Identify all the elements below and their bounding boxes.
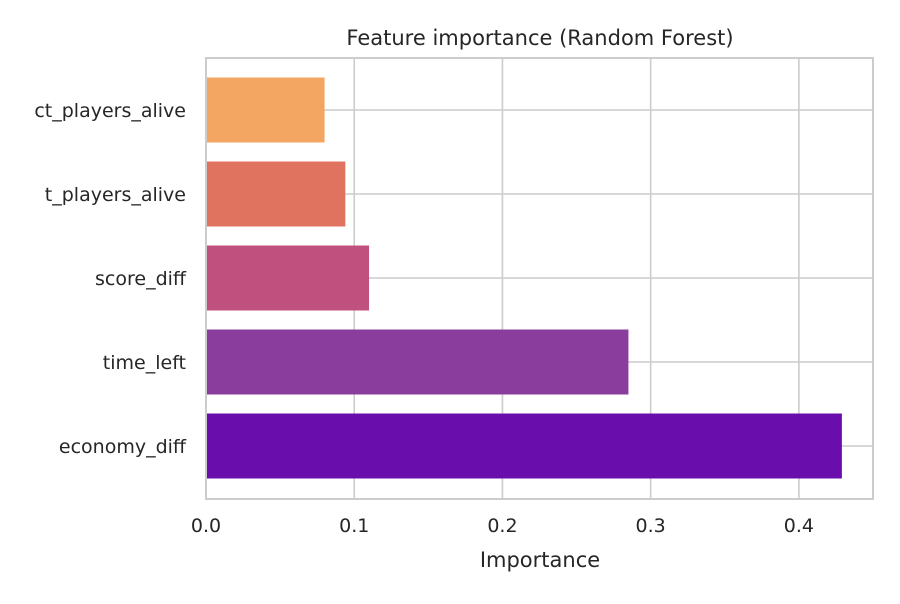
tick-layer: 0.0 0.1 0.2 0.3 0.4 <box>191 515 814 537</box>
x-tick-label: 0.3 <box>636 515 666 537</box>
y-category-label: time_left <box>103 352 186 374</box>
bar-time-left <box>206 329 629 395</box>
bar-ct-players-alive <box>206 77 325 143</box>
plot-frame <box>205 57 874 500</box>
x-tick-label: 0.0 <box>191 515 221 537</box>
bar-economy-diff <box>206 413 842 479</box>
y-category-label: ct_players_alive <box>34 100 186 122</box>
y-category-label: t_players_alive <box>45 184 186 206</box>
x-tick-label: 0.2 <box>487 515 517 537</box>
bar-layer <box>206 77 842 479</box>
x-tick-label: 0.1 <box>339 515 369 537</box>
chart-title: Feature importance (Random Forest) <box>346 26 733 50</box>
category-label-layer: economy_diff time_left score_diff t_players… <box>34 100 187 458</box>
bar-t-players-alive <box>206 161 346 227</box>
x-axis-label: Importance <box>480 548 600 572</box>
bar-score-diff <box>206 245 370 311</box>
y-category-label: score_diff <box>95 268 187 290</box>
x-tick-label: 0.4 <box>784 515 814 537</box>
y-category-label: economy_diff <box>59 436 187 458</box>
